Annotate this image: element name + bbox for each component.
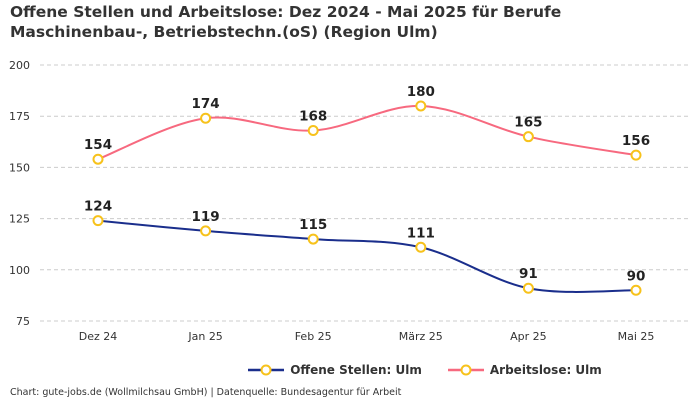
data-label: 90 [627, 268, 646, 284]
legend-item-arbeitslose[interactable]: Arbeitslose: Ulm [447, 363, 602, 377]
x-tick-label: Feb 25 [295, 330, 332, 343]
data-label: 154 [84, 137, 112, 153]
data-point [415, 100, 427, 112]
data-point [630, 284, 642, 296]
data-point [307, 233, 319, 245]
y-tick-label: 75 [16, 315, 30, 328]
y-tick-label: 100 [9, 264, 30, 277]
data-label: 119 [192, 209, 220, 225]
data-label: 124 [84, 199, 112, 215]
y-tick-label: 150 [9, 161, 30, 174]
data-label: 156 [622, 133, 650, 149]
data-label: 165 [514, 115, 542, 131]
data-point [522, 282, 534, 294]
x-tick-label: Jan 25 [187, 330, 222, 343]
data-point [92, 153, 104, 165]
data-point [630, 149, 642, 161]
data-label: 174 [192, 96, 220, 112]
data-point [92, 215, 104, 227]
data-label: 168 [299, 109, 327, 125]
data-point [200, 112, 212, 124]
data-label: 111 [407, 225, 435, 241]
data-point [307, 125, 319, 137]
x-tick-label: Apr 25 [510, 330, 547, 343]
x-tick-label: März 25 [399, 330, 443, 343]
legend-label: Arbeitslose: Ulm [489, 363, 602, 377]
chart-title: Offene Stellen und Arbeitslose: Dez 2024… [10, 3, 562, 41]
series-line [97, 104, 637, 161]
x-tick-label: Dez 24 [79, 330, 118, 343]
legend-item-offene-stellen[interactable]: Offene Stellen: Ulm [248, 363, 422, 377]
y-tick-label: 175 [9, 110, 30, 123]
legend: Offene Stellen: Ulm Arbeitslose: Ulm [0, 363, 700, 377]
legend-marker-icon [248, 364, 285, 376]
y-tick-label: 125 [9, 213, 30, 226]
data-point [522, 131, 534, 143]
legend-label: Offene Stellen: Ulm [290, 363, 422, 377]
x-tick-label: Mai 25 [618, 330, 655, 343]
series-line [97, 219, 637, 293]
data-label: 115 [299, 217, 327, 233]
data-label: 180 [407, 84, 435, 100]
data-label: 91 [519, 266, 538, 282]
legend-marker-icon [447, 364, 484, 376]
data-point [200, 225, 212, 237]
source-credit: Chart: gute-jobs.de (Wollmilchsau GmbH) … [10, 387, 402, 398]
y-tick-label: 200 [9, 59, 30, 72]
data-point [415, 241, 427, 253]
